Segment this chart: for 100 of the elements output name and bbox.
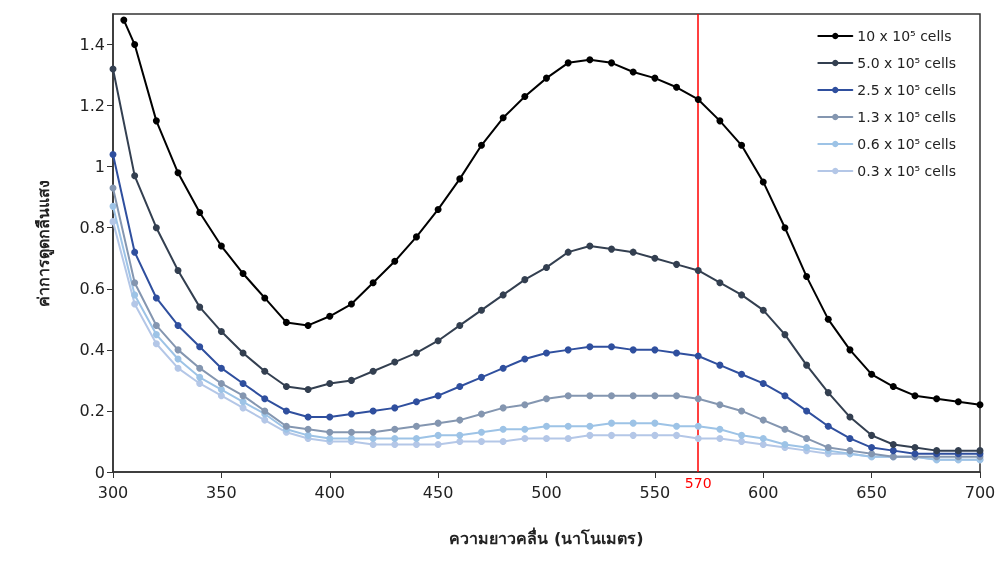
point — [673, 260, 681, 268]
point — [217, 242, 225, 250]
point — [120, 16, 128, 24]
point — [369, 279, 377, 287]
point — [196, 373, 204, 381]
point — [239, 392, 247, 400]
point — [499, 425, 507, 433]
point — [716, 279, 724, 287]
point — [716, 361, 724, 369]
point — [781, 331, 789, 339]
point — [521, 355, 529, 363]
point — [196, 364, 204, 372]
point — [846, 346, 854, 354]
point — [651, 346, 659, 354]
point — [738, 141, 746, 149]
point — [738, 431, 746, 439]
point — [759, 379, 767, 387]
point — [217, 386, 225, 394]
point — [911, 392, 919, 400]
point — [608, 245, 616, 253]
point — [282, 407, 290, 415]
point — [477, 141, 485, 149]
point — [477, 437, 485, 445]
point — [109, 202, 117, 210]
point — [412, 422, 420, 430]
point — [131, 248, 139, 256]
x-tick-label: 300 — [97, 482, 129, 502]
x-tick-label: 650 — [856, 482, 887, 502]
point — [131, 172, 139, 180]
legend-label: 1.3 x 10⁵ cells — [857, 109, 957, 125]
point — [369, 367, 377, 375]
y-tick-label: 0.8 — [79, 218, 105, 238]
legend-label: 0.3 x 10⁵ cells — [857, 163, 957, 179]
point — [412, 398, 420, 406]
point — [673, 83, 681, 91]
point — [564, 422, 572, 430]
point — [673, 431, 681, 439]
point — [586, 422, 594, 430]
point — [673, 349, 681, 357]
point — [694, 95, 702, 103]
point — [217, 392, 225, 400]
x-tick-label: 450 — [422, 482, 454, 502]
point — [391, 434, 399, 442]
point — [694, 352, 702, 360]
y-tick-label: 1.4 — [79, 35, 105, 55]
point — [261, 367, 269, 375]
point — [152, 224, 160, 232]
point — [304, 386, 312, 394]
point — [716, 117, 724, 125]
point — [673, 422, 681, 430]
point — [738, 407, 746, 415]
point — [629, 392, 637, 400]
point — [824, 389, 832, 397]
point — [347, 428, 355, 436]
point — [781, 425, 789, 433]
point — [131, 41, 139, 49]
point — [651, 254, 659, 262]
point — [608, 343, 616, 351]
point — [391, 425, 399, 433]
point — [152, 321, 160, 329]
point — [391, 358, 399, 366]
point — [759, 441, 767, 449]
legend-label: 2.5 x 10⁵ cells — [857, 82, 957, 98]
point — [651, 431, 659, 439]
point — [412, 233, 420, 241]
point — [954, 398, 962, 406]
point — [217, 328, 225, 336]
point — [868, 370, 876, 378]
point — [889, 441, 897, 449]
point — [543, 263, 550, 271]
point — [608, 431, 616, 439]
point — [326, 379, 334, 387]
point — [434, 441, 442, 449]
point — [759, 306, 767, 314]
y-tick-label: 0 — [94, 462, 105, 482]
x-tick-label: 500 — [531, 482, 562, 502]
point — [174, 169, 182, 177]
point — [391, 441, 399, 449]
point — [976, 401, 984, 409]
legend-label: 5.0 x 10⁵ cells — [857, 55, 957, 71]
point — [369, 428, 377, 436]
point — [239, 379, 247, 387]
point — [347, 376, 355, 384]
point — [738, 291, 746, 299]
point — [543, 422, 550, 430]
point — [326, 428, 334, 436]
point — [174, 321, 182, 329]
point — [412, 349, 420, 357]
point — [521, 276, 529, 284]
point — [586, 343, 594, 351]
point — [608, 419, 616, 427]
point — [131, 300, 139, 308]
point — [803, 361, 811, 369]
point — [521, 434, 529, 442]
point — [456, 383, 464, 390]
point — [781, 224, 789, 232]
point — [694, 422, 702, 430]
point — [477, 428, 485, 436]
y-tick-label: 1 — [94, 157, 105, 177]
point — [759, 178, 767, 186]
